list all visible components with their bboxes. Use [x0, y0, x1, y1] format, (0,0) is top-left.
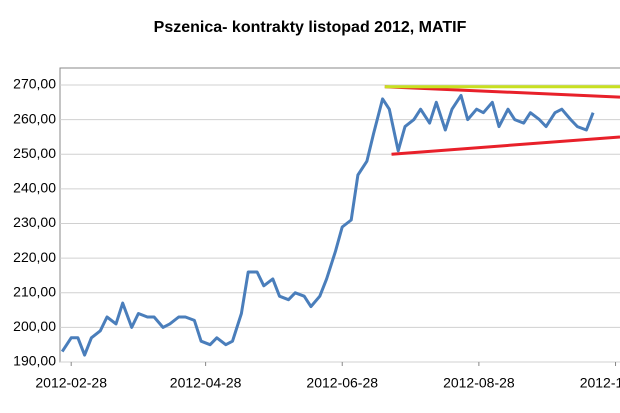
x-tick-label: 2012-04-28: [170, 375, 242, 391]
plot-area: [59, 67, 620, 363]
x-tick-label: 2012-08-28: [443, 375, 515, 391]
y-tick-label: 260,00: [13, 110, 56, 126]
y-tick-label: 240,00: [13, 180, 56, 196]
y-tick-label: 210,00: [13, 283, 56, 299]
chart-title: Pszenica- kontrakty listopad 2012, MATIF: [154, 19, 467, 36]
trend-line: [391, 135, 620, 156]
x-tick-label: 2012-10-28: [580, 375, 620, 391]
data-line: [60, 93, 595, 357]
trend-line: [384, 85, 620, 99]
y-tick-label: 230,00: [13, 214, 56, 230]
x-tick-label: 2012-02-28: [35, 375, 107, 391]
y-tick-label: 220,00: [13, 249, 56, 265]
y-tick-label: 190,00: [13, 353, 56, 369]
x-tick-label: 2012-06-28: [306, 375, 378, 391]
y-tick-label: 270,00: [13, 76, 56, 92]
y-tick-label: 250,00: [13, 145, 56, 161]
y-tick-label: 200,00: [13, 318, 56, 334]
